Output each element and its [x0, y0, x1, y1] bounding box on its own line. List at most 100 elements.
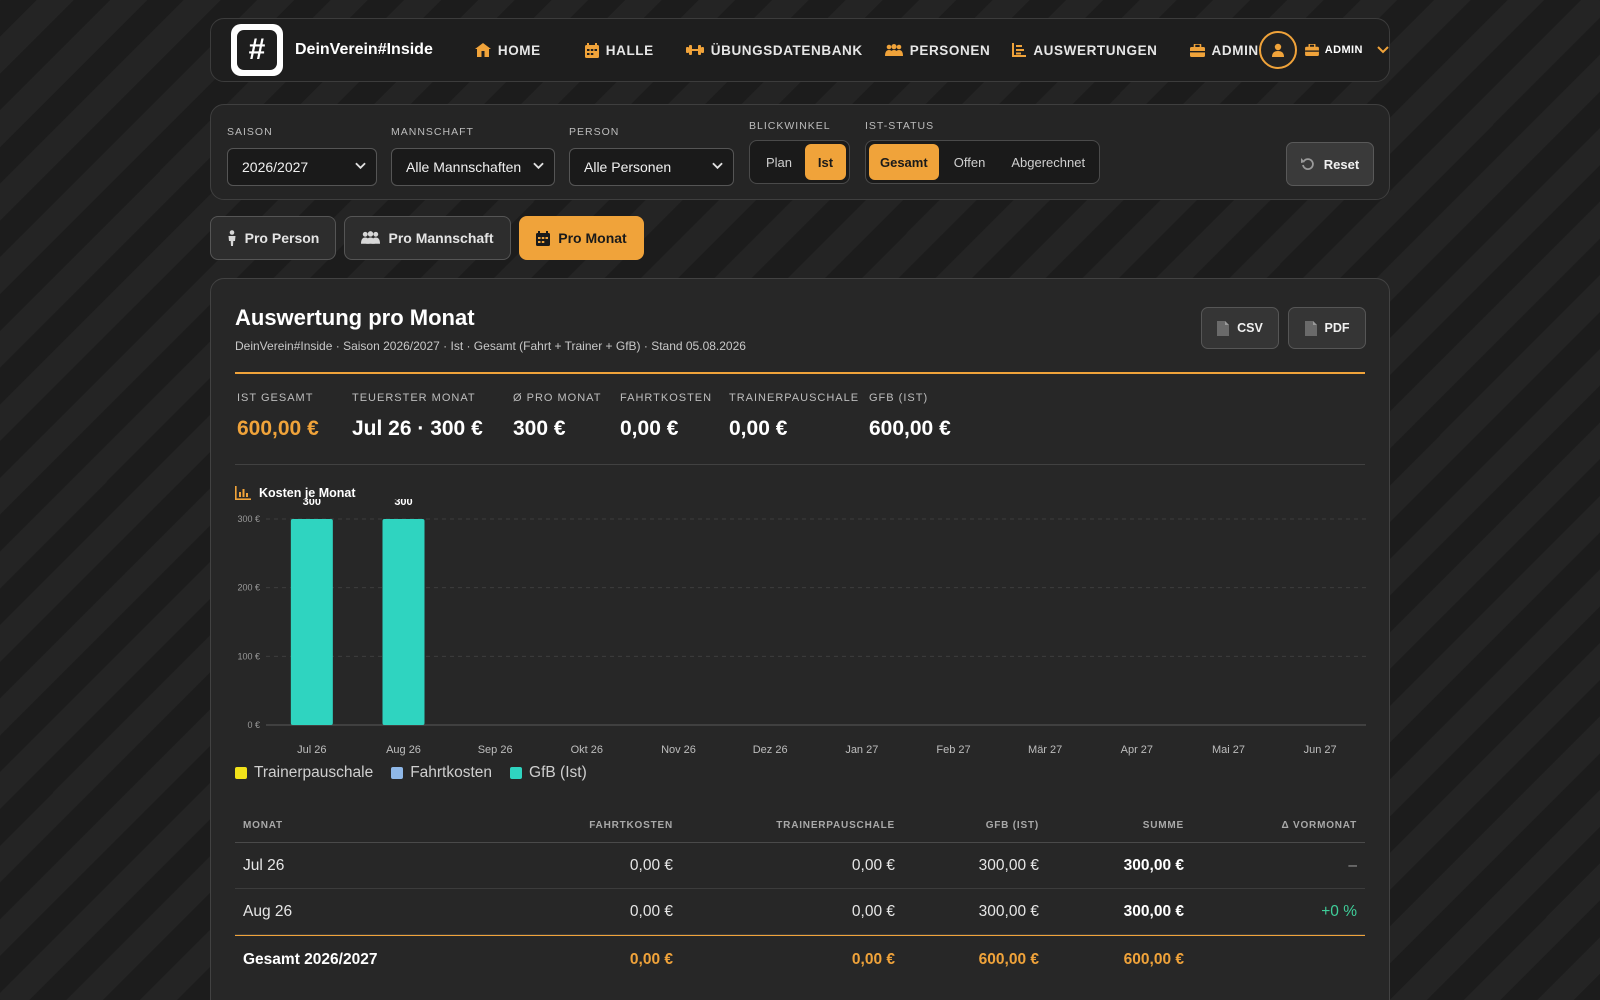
avatar[interactable] — [1258, 31, 1297, 69]
mannschaft-select[interactable]: Alle Mannschaften — [391, 148, 555, 186]
kpi-label: Ø PRO MONAT — [513, 392, 602, 404]
cell-gfb: 300,00 € — [978, 902, 1039, 920]
col-summe[interactable]: SUMME — [1142, 820, 1184, 831]
export-csv-label: CSV — [1237, 321, 1263, 335]
saison-value: 2026/2027 — [242, 159, 309, 175]
legend-swatch — [510, 767, 523, 779]
kpi-value: Jul 26 · 300 € — [352, 417, 483, 440]
monthly-table: MONAT FAHRTKOSTEN TRAINERPAUSCHALE GFB (… — [235, 809, 1365, 983]
nav-item-uebungsdatenbank[interactable]: ÜBUNGSDATENBANK — [685, 42, 863, 58]
file-icon — [1304, 320, 1317, 336]
col-fahrtkosten[interactable]: FAHRTKOSTEN — [589, 820, 673, 831]
col-delta[interactable]: Δ VORMONAT — [1281, 820, 1357, 831]
kpi-label: FAHRTKOSTEN — [620, 392, 713, 404]
legend-label: Trainerpauschale — [254, 764, 374, 781]
cell-monat: Aug 26 — [243, 902, 293, 920]
x-tick-label: Dez 26 — [753, 744, 788, 756]
nav-item-admin[interactable]: ADMIN — [1189, 42, 1259, 58]
nav-label-home: HOME — [497, 42, 541, 58]
col-gfb[interactable]: GFB (IST) — [985, 820, 1039, 831]
total-label: Gesamt 2026/2027 — [243, 950, 378, 968]
kpi-value: 600,00 € — [869, 417, 951, 440]
tab-pro-mannschaft[interactable]: Pro Mannschaft — [344, 216, 511, 260]
nav-label-halle: HALLE — [605, 42, 654, 58]
user-role-label: ADMIN — [1324, 44, 1363, 56]
cell-fahrtkosten: 0,00 € — [629, 856, 673, 874]
blickwinkel-toggle: Plan Ist — [749, 140, 850, 184]
bar-value-label: 300 — [394, 499, 412, 508]
legend-item-gfb[interactable]: GfB (Ist) — [510, 764, 587, 782]
report-title: Auswertung pro Monat — [235, 305, 475, 330]
cell-summe: 300,00 € — [1123, 856, 1184, 874]
x-tick-label: Okt 26 — [571, 744, 603, 756]
col-monat[interactable]: MONAT — [243, 820, 283, 831]
x-tick-label: Mär 27 — [1028, 744, 1062, 756]
kpi-label: TEUERSTER MONAT — [352, 392, 476, 404]
export-pdf-button[interactable]: PDF — [1288, 307, 1366, 349]
saison-select[interactable]: 2026/2027 — [227, 148, 377, 186]
table-row[interactable]: Aug 26 0,00 € 0,00 € 300,00 € 300,00 € +… — [235, 889, 1365, 935]
dumbbell-icon — [685, 45, 704, 55]
x-tick-label: Mai 27 — [1212, 744, 1245, 756]
status-abgerechnet-button[interactable]: Abgerechnet — [1011, 154, 1086, 170]
header-divider — [235, 372, 1365, 374]
calendar-icon — [536, 230, 551, 246]
col-trainerpauschale[interactable]: TRAINERPAUSCHALE — [776, 820, 895, 831]
legend-label: Fahrtkosten — [410, 764, 493, 781]
table-row[interactable]: Jul 26 0,00 € 0,00 € 300,00 € 300,00 € – — [235, 843, 1365, 889]
cell-trainerpauschale: 0,00 € — [851, 902, 895, 920]
reset-button[interactable]: Reset — [1286, 142, 1374, 186]
kpi-ist-gesamt: IST GESAMT 600,00 € — [237, 392, 319, 441]
brand-name[interactable]: DeinVerein#Inside — [295, 41, 433, 58]
nav-item-personen[interactable]: PERSONEN — [884, 42, 991, 58]
person-label: PERSON — [569, 126, 620, 138]
report-subtitle: DeinVerein#Inside · Saison 2026/2027 · I… — [235, 339, 746, 353]
total-trainerpauschale: 0,00 € — [851, 950, 895, 968]
y-tick-label: 0 € — [247, 720, 260, 730]
nav-item-auswertungen[interactable]: AUSWERTUNGEN — [1012, 43, 1157, 58]
tab-pro-monat[interactable]: Pro Monat — [519, 216, 644, 260]
calendar-icon — [584, 42, 599, 58]
toolbox-icon — [1304, 44, 1319, 56]
brand-logo[interactable]: # — [231, 24, 283, 76]
total-fahrtkosten: 0,00 € — [629, 950, 673, 968]
legend-item-fahrtkosten[interactable]: Fahrtkosten — [391, 764, 492, 782]
chart-icon — [1012, 43, 1027, 57]
blickwinkel-ist-button[interactable]: Ist — [805, 144, 846, 180]
status-toggle: Gesamt Offen Abgerechnet — [865, 140, 1100, 184]
status-gesamt-button[interactable]: Gesamt — [869, 144, 939, 180]
chart-legend: Trainerpauschale Fahrtkosten GfB (Ist) — [235, 764, 587, 782]
chevron-down-icon[interactable] — [1377, 46, 1389, 54]
kpi-value: 0,00 € — [620, 417, 679, 440]
kpi-label: IST GESAMT — [237, 392, 314, 404]
kpi-label: TRAINERPAUSCHALE — [729, 392, 860, 404]
person-value: Alle Personen — [584, 159, 672, 175]
kpi-value: 600,00 € — [237, 417, 319, 440]
nav-label-uebungsdatenbank: ÜBUNGSDATENBANK — [710, 42, 863, 58]
person-icon — [228, 230, 236, 246]
status-offen-button[interactable]: Offen — [953, 154, 986, 170]
blickwinkel-label: BLICKWINKEL — [749, 120, 831, 132]
bar — [382, 519, 425, 725]
cell-summe: 300,00 € — [1123, 902, 1184, 920]
legend-item-trainerpauschale[interactable]: Trainerpauschale — [235, 764, 373, 782]
tab-pro-person[interactable]: Pro Person — [210, 216, 336, 260]
user-role[interactable]: ADMIN — [1304, 44, 1389, 56]
nav-item-halle[interactable]: HALLE — [584, 42, 654, 58]
total-gfb: 600,00 € — [978, 950, 1039, 968]
nav-item-home[interactable]: HOME — [474, 42, 541, 58]
hash-logo-icon: # — [237, 30, 277, 70]
top-navbar: # DeinVerein#Inside HOME HALLE ÜBUNGSDAT… — [210, 18, 1390, 82]
export-csv-button[interactable]: CSV — [1201, 307, 1279, 349]
blickwinkel-plan-button[interactable]: Plan — [765, 154, 793, 170]
person-select[interactable]: Alle Personen — [569, 148, 734, 186]
kpi-teuerster-monat: TEUERSTER MONAT Jul 26 · 300 € — [352, 392, 483, 441]
user-menu[interactable]: ADMIN — [1258, 31, 1389, 69]
kpi-label: GFB (IST) — [869, 392, 929, 404]
filter-panel: SAISON 2026/2027 MANNSCHAFT Alle Mannsch… — [210, 104, 1390, 200]
monthly-cost-chart: 0 € 100 € 200 € 300 € 300 Jul 26 300 Aug 26 Sep … — [237, 499, 1366, 756]
nav-label-admin: ADMIN — [1211, 42, 1259, 58]
undo-icon — [1300, 158, 1314, 170]
nav-label-personen: PERSONEN — [909, 42, 991, 58]
chart-title-label: Kosten je Monat — [259, 486, 356, 500]
